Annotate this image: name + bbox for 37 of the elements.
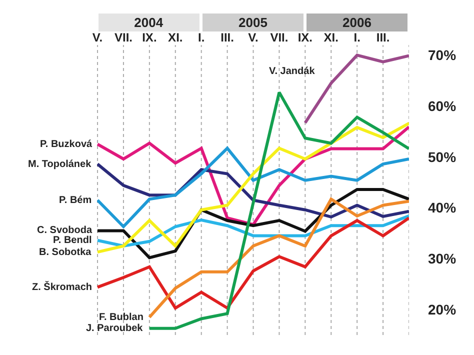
x-tick-label: XI. — [168, 30, 183, 45]
x-tick-label: IX. — [142, 30, 157, 45]
line-series — [97, 216, 409, 310]
line-series — [97, 125, 409, 226]
text: 2005 — [238, 15, 268, 30]
line-series — [148, 198, 409, 319]
series-label: B. Sobotka — [39, 247, 92, 258]
y-tick-label: 30% — [428, 250, 457, 267]
x-tick-label: VII. — [270, 30, 288, 45]
series-label: P. Buzková — [40, 139, 92, 150]
line-series — [97, 122, 409, 254]
series-label: V. Jandák — [269, 66, 316, 77]
x-tick-label: V. — [92, 30, 103, 45]
x-tick-label: III. — [220, 30, 234, 45]
series-label: Z. Škromach — [32, 281, 92, 293]
y-tick-label: 60% — [428, 98, 457, 114]
x-tick-label: V. — [248, 30, 258, 45]
x-tick-label: III. — [376, 30, 390, 45]
text: 2006 — [342, 15, 372, 30]
series-label: C. Svoboda — [37, 225, 92, 236]
line-series — [148, 90, 409, 330]
text: 2004 — [134, 15, 164, 30]
x-tick-label: IX. — [298, 30, 313, 45]
series-label: P. Bendl — [53, 235, 92, 246]
y-tick-label: 70% — [428, 47, 457, 64]
series-label: M. Topolánek — [28, 159, 92, 170]
x-tick-label: I. — [198, 30, 205, 45]
series-label: P. Bém — [59, 195, 92, 206]
series-label: J. Paroubek — [86, 323, 144, 334]
series-label: F. Bublan — [99, 312, 144, 323]
x-tick-label: VII. — [114, 30, 132, 45]
y-tick-label: 40% — [428, 200, 457, 216]
x-tick-label: XI. — [324, 30, 338, 45]
y-tick-label: 20% — [428, 301, 457, 318]
x-tick-label: I. — [354, 30, 360, 45]
line-series — [97, 146, 409, 228]
y-tick-label: 50% — [428, 148, 457, 165]
